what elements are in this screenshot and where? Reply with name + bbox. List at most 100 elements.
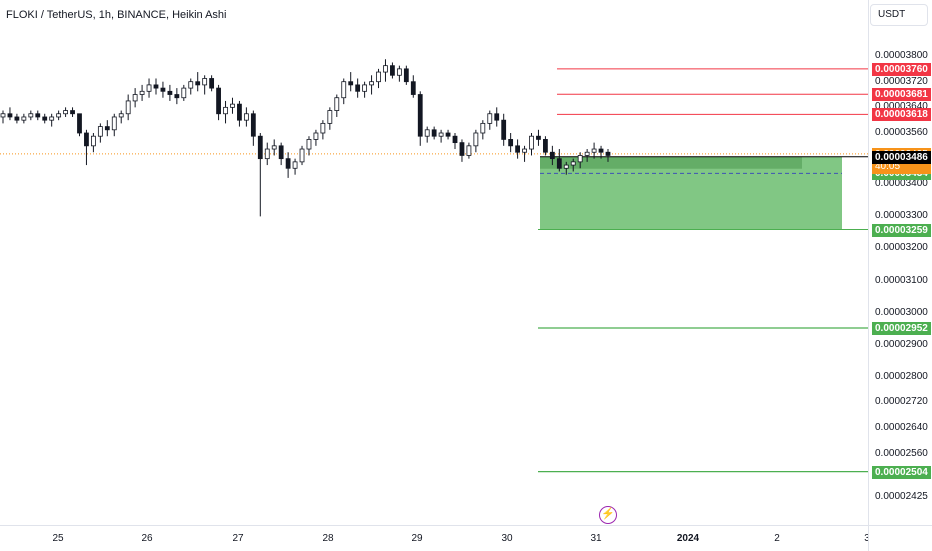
bar-countdown: 40:05 <box>875 160 901 172</box>
candle-up <box>292 161 298 169</box>
price-tick-label: 0.00003200 <box>875 242 928 254</box>
candle-up <box>522 148 527 153</box>
candle-up <box>264 148 270 160</box>
price-tick-label: 0.00002900 <box>875 338 928 350</box>
candle-up <box>376 71 381 83</box>
candle-up <box>424 129 430 137</box>
candle-down <box>501 119 507 140</box>
candle-up <box>313 132 319 140</box>
candle-up <box>480 122 486 134</box>
candle-up <box>369 81 374 86</box>
candle-up <box>334 97 340 111</box>
time-tick-label: 26 <box>141 533 153 544</box>
candle-up <box>271 145 277 150</box>
candle-up <box>584 151 590 156</box>
candle-up <box>49 116 55 121</box>
candle-up <box>299 148 305 163</box>
candle-down <box>167 90 173 95</box>
resistance-price-tag: 0.00003681 <box>872 88 931 102</box>
candle-up <box>118 113 124 118</box>
candle-up <box>570 161 576 166</box>
candle-up <box>91 135 96 147</box>
price-tick-label: 0.00003800 <box>875 50 928 62</box>
price-axis[interactable]: 0.00003800 0.00003720 0.00003640 0.00003560… <box>868 0 932 525</box>
candle-down <box>549 151 555 160</box>
candle-up <box>181 87 187 99</box>
candle-up <box>577 155 583 163</box>
candle-down <box>494 113 500 121</box>
lightning-icon[interactable]: ⚡ <box>599 506 617 524</box>
candle-down <box>84 132 89 147</box>
candle-down <box>42 116 48 121</box>
currency-button[interactable]: USDT <box>870 4 928 26</box>
time-tick-label: 27 <box>232 533 244 544</box>
candle-up <box>341 81 347 99</box>
axis-corner <box>868 525 932 551</box>
candle-down <box>355 84 361 92</box>
candle-up <box>438 132 444 137</box>
candle-down <box>515 145 520 153</box>
time-tick-label: 2 <box>774 533 780 544</box>
candle-down <box>285 158 291 169</box>
candle-up <box>63 110 68 115</box>
candle-up <box>97 126 103 137</box>
candle-up <box>28 113 34 118</box>
candle-down <box>598 148 604 153</box>
price-tick-label: 0.00003640 <box>875 101 928 113</box>
candle-up <box>139 90 145 95</box>
time-tick-label: 28 <box>322 533 334 544</box>
candle-down <box>508 139 514 147</box>
price-tick-label: 0.00002425 <box>875 490 928 502</box>
candle-down <box>174 94 180 99</box>
candle-down <box>417 94 423 137</box>
profit-zone-inner <box>540 156 802 169</box>
candle-down <box>35 113 41 118</box>
candle-up <box>21 116 27 121</box>
candle-down <box>445 132 451 137</box>
candle-up <box>487 113 493 124</box>
price-tick-label: 0.00003300 <box>875 210 928 222</box>
time-tick-label: 2024 <box>676 533 700 544</box>
time-axis[interactable]: 25 26 27 28 29 30 31 2024 2 3 <box>0 525 870 551</box>
time-tick-label: 25 <box>52 533 64 544</box>
price-tick-label: 0.00003720 <box>875 75 928 87</box>
time-tick-label: 29 <box>411 533 423 544</box>
price-tick-label: 0.00003100 <box>875 274 928 286</box>
candle-down <box>14 116 20 121</box>
candle-down <box>390 65 395 76</box>
candle-up <box>132 94 138 102</box>
candle-up <box>473 132 479 147</box>
candle-up <box>146 84 152 92</box>
candle-up <box>56 113 62 118</box>
candle-down <box>431 129 437 137</box>
chart-area[interactable]: FLOKI / TetherUS, 1h, BINANCE, Heikin As… <box>0 0 868 525</box>
candle-down <box>605 151 611 156</box>
candle-down <box>216 87 221 115</box>
candle-down <box>70 110 75 115</box>
candle-up <box>111 116 117 131</box>
candle-down <box>7 113 13 118</box>
candle-down <box>348 81 354 86</box>
candle-up <box>563 164 569 169</box>
resistance-price-tag: 0.00003618 <box>872 108 931 122</box>
candle-down <box>237 103 242 121</box>
candle-up <box>466 145 472 156</box>
candle-up <box>383 65 388 73</box>
candle-up <box>243 113 249 121</box>
candle-down <box>452 135 458 144</box>
candle-up <box>306 139 312 150</box>
candlestick-chart <box>0 59 868 473</box>
candle-down <box>459 142 465 156</box>
candle-up <box>230 103 235 108</box>
candle-up <box>320 122 326 134</box>
price-tick-label: 0.00002720 <box>875 396 928 408</box>
time-tick-label: 3 <box>864 533 870 544</box>
price-tick-label: 0.00002640 <box>875 422 928 434</box>
chart-title: FLOKI / TetherUS, 1h, BINANCE, Heikin As… <box>6 9 227 21</box>
candle-down <box>160 87 166 92</box>
candle-up <box>327 110 333 124</box>
time-tick-label: 30 <box>501 533 513 544</box>
candle-up <box>529 135 534 150</box>
candle-up <box>591 148 597 153</box>
candle-up <box>223 106 228 115</box>
